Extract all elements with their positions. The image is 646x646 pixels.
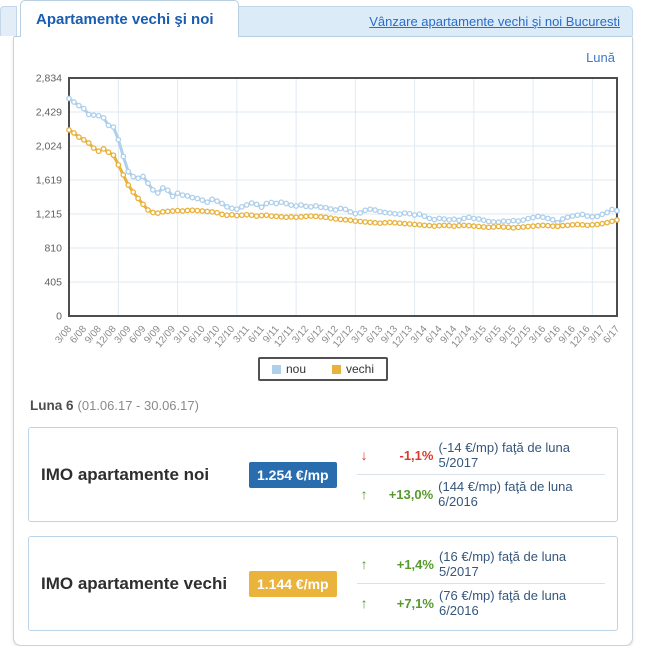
stat-rows: ↓ -1,1% (-14 €/mp) faţă de luna 5/2017 ↑…: [356, 436, 605, 513]
tab-bar-band: Vânzare apartamente vechi şi noi Bucures…: [232, 6, 633, 36]
svg-text:6/17: 6/17: [601, 324, 622, 346]
svg-text:1,619: 1,619: [36, 175, 62, 187]
change-detail: (76 €/mp) faţă de luna 6/2016: [438, 588, 567, 618]
stat-title: IMO apartamente vechi: [41, 573, 228, 593]
up-arrow-icon: ↑: [360, 556, 368, 572]
price-chart: 0 405 810 1,215 1,619 2,024 2,429 2,834 3/08 6/08…: [19, 73, 632, 355]
tab-label: Apartamente vechi şi noi: [36, 10, 214, 28]
up-arrow-icon: ↑: [360, 595, 368, 611]
legend-item-nou[interactable]: nou: [271, 362, 306, 376]
current-period-info: Luna 6 (01.06.17 - 30.06.17): [30, 398, 632, 413]
svg-text:810: 810: [44, 242, 62, 254]
change-detail: (144 €/mp) faţă de luna 6/2016: [438, 479, 573, 509]
widget-frame: Apartamente vechi şi noi Vânzare apartam…: [0, 0, 633, 646]
svg-text:2,429: 2,429: [36, 107, 62, 119]
stat-title: IMO apartamente noi: [41, 464, 210, 484]
pct-change: +13,0%: [388, 486, 434, 502]
pct-change: +7,1%: [396, 595, 434, 611]
chart-panel: Lună 0 405 810 1,215 1,619 2,024 2,429 2,834 3/0…: [13, 36, 633, 646]
nou-swatch-icon: [271, 364, 281, 374]
vanzare-apartamente-link[interactable]: Vânzare apartamente vechi şi noi Bucures…: [369, 14, 620, 29]
svg-text:2,024: 2,024: [36, 141, 62, 153]
stat-row-vs-prev-year: ↑ +13,0% (144 €/mp) faţă de luna 6/2016: [356, 474, 605, 513]
chart-legend: nou vechi: [257, 357, 389, 381]
stat-row-vs-prev-month: ↑ +1,4% (16 €/mp) faţă de luna 5/2017: [357, 545, 605, 583]
svg-text:405: 405: [44, 276, 62, 288]
current-period-label: Luna 6: [30, 398, 74, 413]
stat-row-vs-prev-year: ↑ +7,1% (76 €/mp) faţă de luna 6/2016: [356, 583, 605, 622]
svg-text:0: 0: [56, 311, 62, 323]
current-period-range: (01.06.17 - 30.06.17): [77, 398, 199, 413]
price-badge-vechi: 1.144 €/mp: [249, 570, 337, 597]
period-row: Lună: [14, 37, 632, 65]
period-selector-luna[interactable]: Lună: [586, 50, 615, 65]
stat-row-vs-prev-month: ↓ -1,1% (-14 €/mp) faţă de luna 5/2017: [357, 436, 605, 474]
legend-label-nou: nou: [285, 362, 306, 376]
down-arrow-icon: ↓: [360, 447, 368, 463]
vechi-swatch-icon: [332, 364, 341, 374]
pct-change: -1,1%: [399, 447, 434, 463]
legend-item-vechi[interactable]: vechi: [332, 362, 374, 376]
svg-text:1,215: 1,215: [36, 208, 62, 220]
price-badge-noi: 1.254 €/mp: [249, 461, 337, 488]
chart-svg: 04058101,2151,6192,0242,4292,8343/086/08…: [36, 73, 623, 350]
stat-rows: ↑ +1,4% (16 €/mp) faţă de luna 5/2017 ↑ …: [356, 545, 605, 622]
stat-box-apartamente-noi: IMO apartamente noi 1.254 €/mp ↓ -1,1% (…: [28, 427, 618, 522]
tab-apartamente-vechi-si-noi[interactable]: Apartamente vechi şi noi: [20, 0, 239, 37]
svg-text:2,834: 2,834: [36, 73, 62, 85]
up-arrow-icon: ↑: [360, 486, 368, 502]
change-detail: (16 €/mp) faţă de luna 5/2017: [438, 549, 567, 579]
stat-box-apartamente-vechi: IMO apartamente vechi 1.144 €/mp ↑ +1,4%…: [28, 536, 618, 631]
tab-stub-previous[interactable]: [0, 6, 17, 36]
tab-bar: Apartamente vechi şi noi Vânzare apartam…: [0, 0, 633, 37]
change-detail: (-14 €/mp) faţă de luna 5/2017: [438, 440, 570, 470]
legend-label-vechi: vechi: [346, 362, 375, 376]
pct-change: +1,4%: [396, 556, 434, 572]
